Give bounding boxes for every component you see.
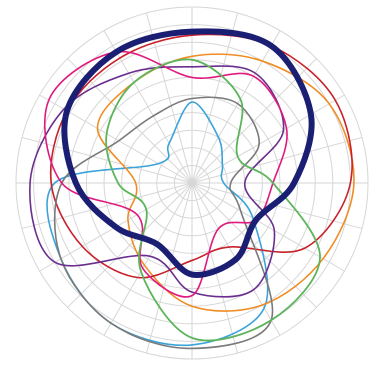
series-line-1 bbox=[61, 28, 315, 278]
grid-spoke-120 bbox=[191, 182, 345, 272]
series-line-6 bbox=[53, 96, 274, 350]
grid-spoke-30 bbox=[191, 30, 281, 184]
series-line-4 bbox=[96, 53, 355, 312]
grid-spoke-165 bbox=[191, 182, 239, 354]
grid-spoke-345 bbox=[145, 12, 193, 184]
grid-spoke-105 bbox=[191, 182, 363, 230]
grid-spoke-330 bbox=[103, 30, 193, 184]
grid-spoke-75 bbox=[191, 136, 363, 184]
grid-spoke-285 bbox=[21, 136, 193, 184]
grid-spoke-255 bbox=[21, 182, 193, 230]
series-layer bbox=[29, 28, 355, 350]
grid-spoke-225 bbox=[67, 182, 193, 308]
series-line-2 bbox=[46, 101, 269, 347]
grid-spoke-60 bbox=[191, 94, 345, 184]
series-line-3 bbox=[105, 58, 321, 342]
grid-spoke-210 bbox=[103, 182, 193, 336]
series-line-8 bbox=[43, 50, 288, 298]
series-line-7 bbox=[29, 65, 285, 298]
